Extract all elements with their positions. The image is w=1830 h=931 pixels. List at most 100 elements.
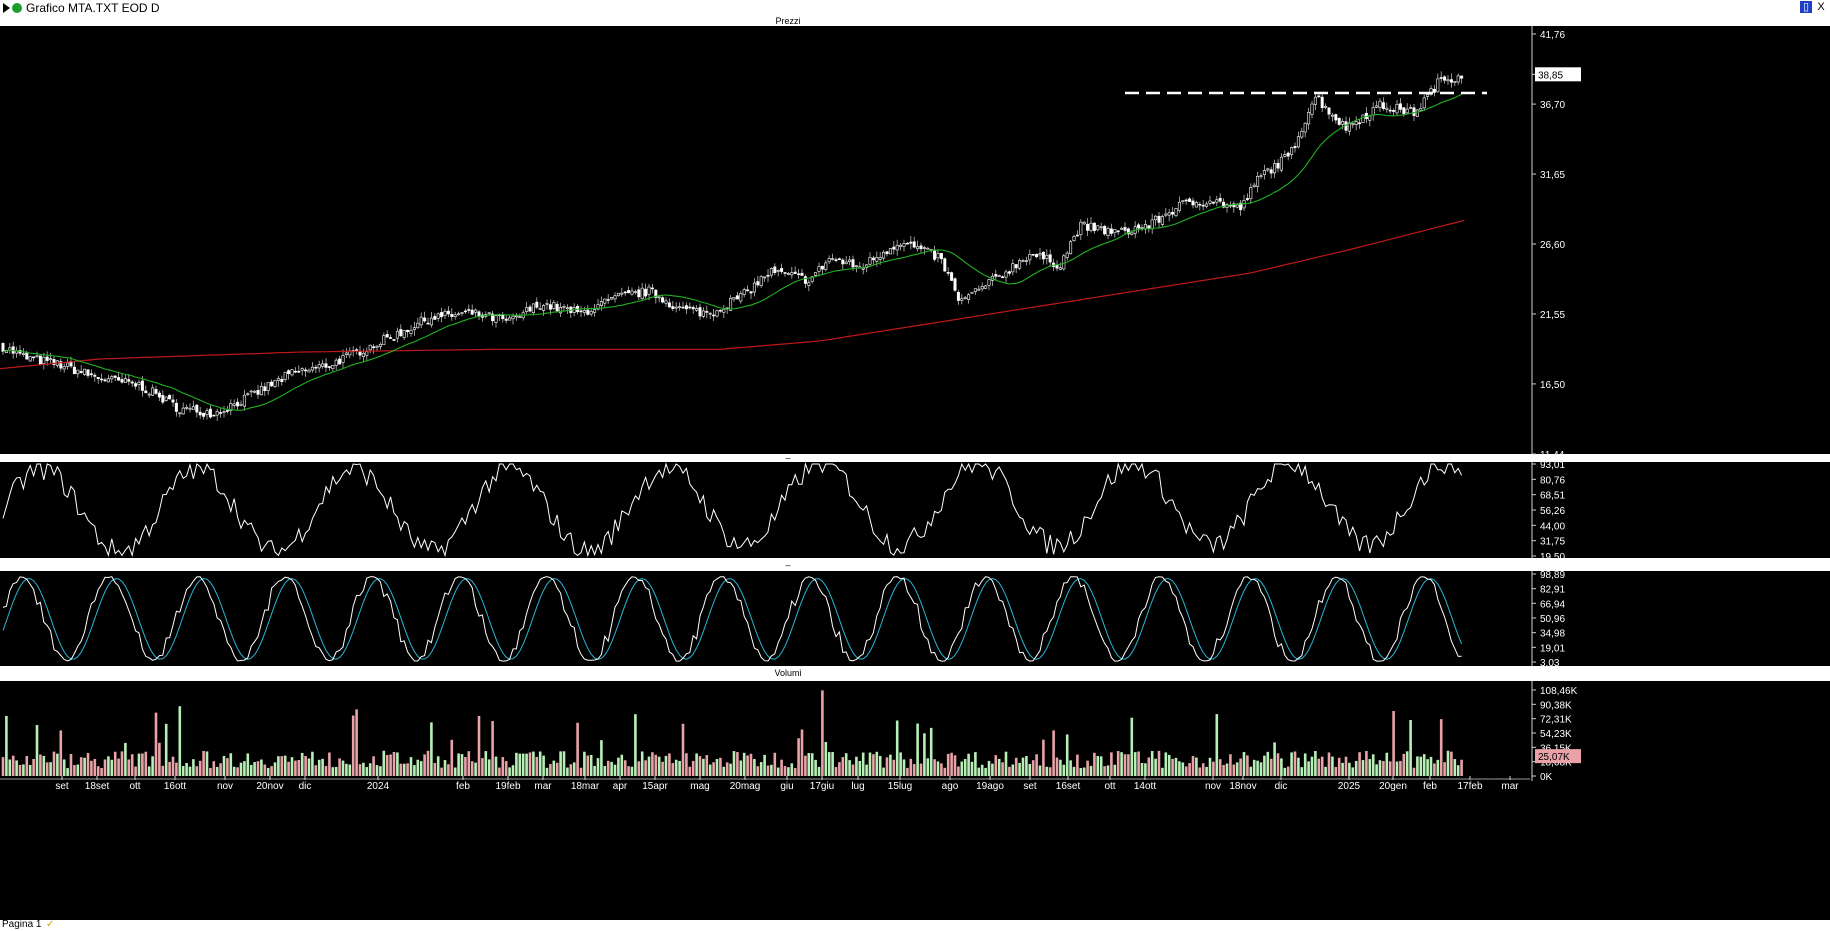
volume-bar — [171, 756, 175, 776]
x-tick-label: ott — [1104, 781, 1115, 792]
x-tick-label: 19feb — [495, 781, 520, 792]
volume-bar — [603, 766, 607, 776]
candle-body — [1004, 271, 1008, 278]
volume-bar — [1171, 758, 1174, 776]
fast-moving-average — [2, 93, 1462, 411]
candle-body — [606, 299, 610, 301]
candle-body — [310, 366, 314, 371]
play-icon[interactable] — [3, 3, 10, 13]
candle-body — [66, 362, 70, 367]
candle-body — [215, 411, 219, 416]
restore-button[interactable]: ▯ — [1800, 1, 1812, 13]
volume-bar — [341, 760, 345, 776]
candle-body — [402, 330, 406, 338]
volume-bar — [1436, 759, 1440, 776]
volume-bar — [314, 765, 318, 776]
volume-bar — [32, 758, 35, 776]
candle-body — [1412, 107, 1416, 116]
close-button[interactable]: X — [1817, 1, 1825, 13]
candle-body — [412, 327, 416, 331]
chart-area[interactable]: 41,76 38,85 36,70 31,65 26,60 21,55 16,50 11,44… — [0, 16, 1830, 920]
candle-body — [1388, 109, 1392, 112]
candle-body — [1317, 95, 1321, 98]
volume-bar — [1014, 757, 1018, 776]
candle-body — [769, 268, 773, 276]
candle-body — [956, 291, 960, 301]
volume-bar — [1416, 756, 1419, 776]
candle-body — [1031, 254, 1035, 256]
candle-body — [1045, 254, 1049, 259]
candle-body — [83, 368, 87, 375]
volume-bar — [1082, 767, 1086, 776]
oscillator-panel — [2, 462, 1463, 558]
x-tick-label: dic — [1275, 781, 1288, 792]
volume-bar — [1443, 762, 1446, 776]
candle-body — [905, 242, 909, 245]
volume-bar — [287, 761, 290, 776]
volume-bar — [793, 768, 797, 776]
page-label: Pagina 1 — [2, 919, 42, 930]
volume-bar — [300, 752, 304, 776]
candle-body — [113, 375, 117, 378]
panel-title-1: – — [785, 453, 790, 463]
volume-bar — [1344, 756, 1348, 776]
candle-body — [1089, 222, 1093, 231]
volume-bar — [766, 765, 770, 776]
volume-bar — [518, 753, 522, 776]
volume-bar — [120, 751, 124, 776]
volume-bar — [1239, 758, 1242, 776]
volume-bar — [586, 755, 590, 776]
x-tick-label: 14ott — [1134, 781, 1156, 792]
volume-bar — [433, 762, 437, 776]
volume-bar — [338, 758, 341, 776]
volume-bar — [464, 757, 467, 776]
bottom-fill — [0, 781, 1830, 920]
volume-bar — [321, 758, 324, 776]
volume-bar — [413, 765, 416, 776]
candle-body — [93, 374, 97, 377]
volume-bar — [1048, 767, 1052, 776]
volume-bar — [895, 720, 899, 776]
volume-bar — [1388, 761, 1392, 776]
candle-body — [1222, 201, 1226, 208]
volume-bar — [1252, 759, 1256, 776]
candle-body — [688, 306, 692, 309]
candle-body — [21, 353, 25, 356]
volume-bar — [1456, 765, 1460, 776]
candle-body — [429, 317, 433, 326]
volume-bar — [977, 767, 981, 776]
volume-bar — [76, 764, 80, 776]
candle-body — [644, 288, 648, 297]
candle-body — [1375, 105, 1379, 108]
volume-bar — [773, 752, 777, 776]
candle-body — [960, 298, 964, 301]
volume-bar — [144, 751, 148, 776]
volume-bar — [117, 758, 120, 776]
volume-bar — [991, 763, 994, 776]
volume-bar — [899, 752, 902, 776]
candle-body — [939, 253, 943, 260]
candle-body — [1215, 199, 1219, 203]
axis-tick-label: 16,50 — [1540, 380, 1565, 391]
volume-bar — [453, 767, 457, 776]
volume-bar — [372, 756, 375, 776]
candle-body — [130, 381, 134, 384]
volume-bar — [715, 759, 719, 776]
volume-bar — [878, 755, 882, 776]
volume-bar — [1385, 752, 1389, 776]
volume-bar — [402, 763, 406, 776]
candle-body — [1259, 175, 1263, 177]
candle-body — [263, 386, 267, 392]
candle-body — [188, 407, 192, 410]
candle-body — [936, 253, 940, 259]
volume-bar — [209, 767, 212, 776]
x-tick-label: 18set — [85, 781, 110, 792]
candle-body — [1439, 77, 1443, 79]
volume-bar — [1429, 756, 1433, 776]
volume-bar — [1266, 751, 1270, 776]
volume-bar — [239, 762, 243, 776]
volume-bar — [69, 753, 73, 776]
last-volume-box — [1535, 749, 1581, 764]
candle-body — [756, 281, 760, 286]
panel-title-2: – — [785, 560, 790, 570]
